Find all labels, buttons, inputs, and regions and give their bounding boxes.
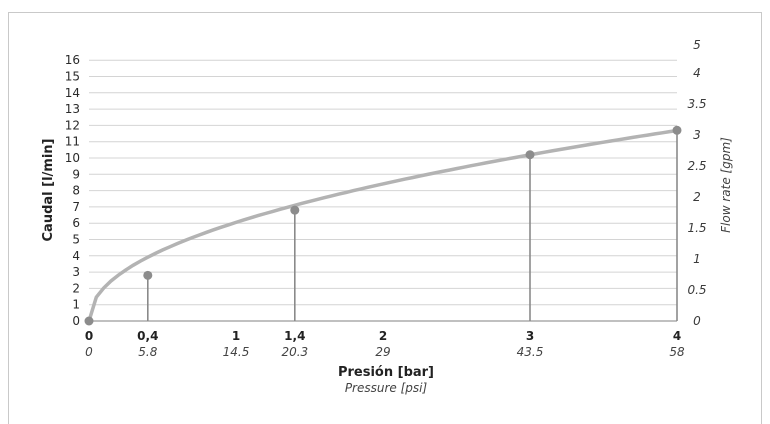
- x-tick-label-psi: 5.8: [138, 345, 157, 359]
- y-right-tick-label: 3: [693, 128, 701, 142]
- x-axis-title: Presión [bar]: [338, 365, 434, 380]
- y-right-ticks: 0 0.5 1 1.5 2 2.5 3 3.5 4 5: [687, 38, 706, 328]
- y-left-tick-label: 11: [65, 135, 80, 149]
- x-tick-label-psi: 0: [85, 345, 93, 359]
- drop-lines: [147, 130, 678, 321]
- y-left-tick-label: 6: [72, 216, 80, 230]
- y-right-tick-label: 0: [693, 314, 701, 328]
- data-point: [672, 125, 682, 135]
- y-left-tick-label: 2: [72, 281, 80, 295]
- y-left-tick-label: 1: [72, 298, 80, 312]
- y-right-tick-label: 4: [693, 66, 701, 80]
- y-left-tick-label: 9: [72, 167, 80, 181]
- x-tick-label-bar: 1: [232, 329, 240, 343]
- x2-axis-title: Pressure [psi]: [345, 381, 428, 395]
- x-tick-label-psi: 58: [669, 345, 685, 359]
- x-tick-label-psi: 20.3: [281, 345, 308, 359]
- x-tick-label-psi: 43.5: [517, 345, 544, 359]
- data-markers: [84, 125, 682, 326]
- grid: [89, 59, 677, 322]
- y-left-tick-label: 8: [72, 184, 80, 198]
- x-tick-label-psi: 14.5: [223, 345, 250, 359]
- y-left-tick-label: 4: [72, 249, 80, 263]
- y-left-tick-label: 0: [72, 314, 80, 328]
- y2-axis-title: Flow rate [gpm]: [719, 137, 733, 233]
- y-left-tick-label: 10: [65, 151, 80, 165]
- data-point: [290, 205, 300, 215]
- y-right-tick-label: 0.5: [687, 283, 706, 297]
- y-right-tick-label: 2: [693, 190, 701, 204]
- data-point: [525, 150, 535, 160]
- y-left-tick-label: 7: [72, 200, 80, 214]
- x-tick-label-bar: 4: [673, 329, 681, 343]
- chart-frame: [8, 12, 762, 424]
- y-right-tick-label: 3.5: [687, 97, 706, 111]
- x-ticks: 0 0 0,4 5.8 1 14.5 1,4 20.3 2 29 3 43.5 4 58: [85, 329, 685, 359]
- y-right-tick-label: 1: [693, 252, 701, 266]
- y-left-tick-label: 12: [65, 118, 80, 132]
- y-left-tick-label: 16: [65, 53, 80, 67]
- y-left-tick-label: 3: [72, 265, 80, 279]
- y-left-tick-label: 14: [65, 86, 80, 100]
- y-right-tick-label: 2.5: [687, 159, 706, 173]
- y-right-tick-label: 1.5: [687, 221, 706, 235]
- data-point: [143, 270, 153, 280]
- data-point: [84, 316, 94, 326]
- y-axis-title: Caudal [l/min]: [41, 139, 56, 242]
- x-tick-label-bar: 0: [85, 329, 93, 343]
- y-right-tick-label: 5: [693, 38, 701, 52]
- x-tick-label-bar: 1,4: [284, 329, 305, 343]
- x-tick-label-bar: 3: [526, 329, 534, 343]
- x-tick-label-bar: 2: [379, 329, 387, 343]
- flow-curve: [87, 128, 679, 323]
- x-tick-label-psi: 29: [375, 345, 390, 359]
- y-left-tick-label: 13: [65, 102, 80, 116]
- x-tick-label-bar: 0,4: [137, 329, 158, 343]
- y-left-tick-label: 5: [72, 233, 80, 247]
- y-left-tick-label: 15: [65, 70, 80, 84]
